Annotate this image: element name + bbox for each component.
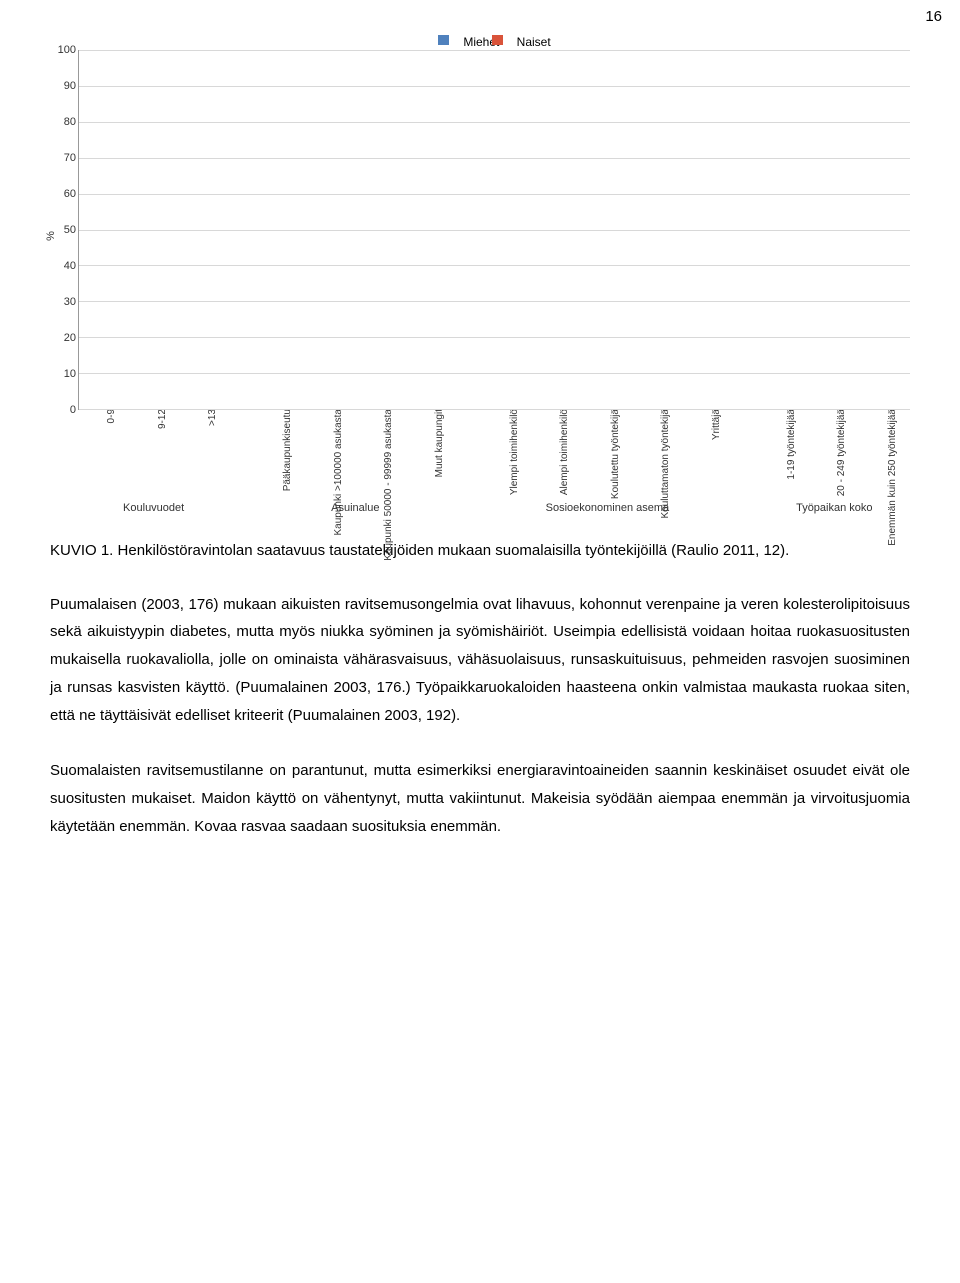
chart-container: Miehet Naiset % 0102030405060708090100 0…: [50, 32, 910, 502]
chart-legend: Miehet Naiset: [50, 32, 910, 46]
x-label: Enemmän kuin 250 työntekijää: [883, 409, 898, 546]
x-label: 1-19 työntekijää: [782, 409, 797, 480]
super-group-label: Asuinalue: [254, 502, 456, 514]
x-label: Kaupunki >100000 asukasta: [329, 409, 344, 536]
x-label: 0-9: [102, 409, 117, 423]
x-label: Kaupunki 50000 - 99999 asukasta: [379, 409, 394, 561]
y-tick: 100: [58, 44, 76, 56]
y-tick: 30: [64, 296, 76, 308]
y-axis: % 0102030405060708090100: [50, 50, 78, 410]
super-group-label: Kouluvuodet: [78, 502, 229, 514]
super-group-labels: Kouluvuodet Asuinalue Sosioekonominen asem…: [78, 502, 910, 514]
y-tick: 20: [64, 332, 76, 344]
y-tick: 40: [64, 260, 76, 272]
x-label: 20 - 249 työntekijää: [832, 409, 847, 496]
x-label: Muut kaupungit: [430, 409, 445, 477]
body-paragraph-2: Suomalaisten ravitsemustilanne on parant…: [50, 757, 910, 840]
y-tick: 80: [64, 116, 76, 128]
y-tick: 90: [64, 80, 76, 92]
y-axis-label: %: [45, 231, 57, 241]
y-tick: 10: [64, 368, 76, 380]
x-label: Koulutettu työntekijä: [606, 409, 621, 499]
y-tick: 70: [64, 152, 76, 164]
x-label: 9-12: [153, 409, 168, 429]
y-tick: 0: [70, 404, 76, 416]
page-number: 16: [925, 8, 942, 25]
plot-area: 0-99-12>13PääkaupunkiseutuKaupunki >1000…: [78, 50, 910, 410]
figure-caption: KUVIO 1. Henkilöstöravintolan saatavuus …: [50, 540, 910, 563]
y-tick: 50: [64, 224, 76, 236]
x-label: Yrittäjä: [707, 409, 722, 440]
x-label: Alempi toimihenkilö: [555, 409, 570, 495]
body-paragraph-1: Puumalaisen (2003, 176) mukaan aikuisten…: [50, 591, 910, 730]
legend-label-naiset: Naiset: [517, 35, 528, 45]
x-label: Pääkaupunkiseutu: [278, 409, 293, 491]
legend-swatch-naiset: [492, 35, 503, 45]
x-label: >13: [203, 409, 218, 426]
x-label: Ylempi toimihenkilö: [505, 409, 520, 495]
legend-swatch-miehet: [438, 35, 449, 45]
y-tick: 60: [64, 188, 76, 200]
x-label: Kouluttamaton työntekijä: [656, 409, 671, 519]
super-group-label: Sosioekonominen asema: [481, 502, 733, 514]
legend-label-miehet: Miehet: [463, 35, 474, 45]
